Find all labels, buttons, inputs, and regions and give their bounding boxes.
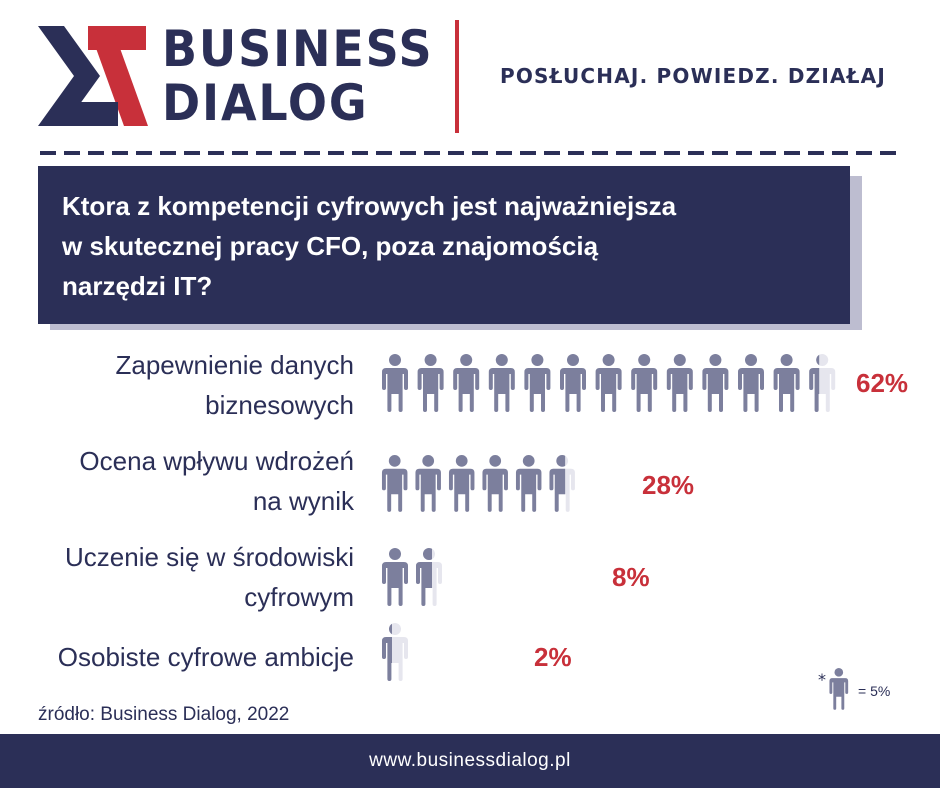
logo-mark	[38, 26, 148, 126]
person-icon	[595, 354, 622, 412]
person-icon	[448, 455, 475, 512]
chart-title-line: Ktora z kompetencji cyfrowych jest najwa…	[62, 191, 677, 221]
dashed-separator	[40, 151, 900, 155]
brand-name-line1: BUSINESS	[162, 20, 434, 78]
category-label-line: na wynik	[252, 486, 354, 516]
source-note: źródło: Business Dialog, 2022	[38, 704, 290, 725]
person-icon	[381, 455, 408, 512]
person-icon	[482, 455, 508, 512]
person-icon	[809, 354, 836, 412]
category-label: Zapewnienie danych biznesowych	[14, 345, 355, 425]
person-icon	[560, 354, 586, 412]
person-icon	[382, 623, 408, 681]
category-label-line: Uczenie się w środowiski	[65, 542, 354, 572]
person-icon	[666, 354, 693, 412]
legend-text: = 5%	[858, 683, 891, 699]
person-icon	[524, 354, 551, 412]
person-icon	[631, 354, 658, 412]
person-icon	[382, 548, 408, 606]
category-label-line: Zapewnienie danych	[115, 350, 355, 380]
value-label: 62%	[856, 368, 909, 398]
chart-title-line: narzędzi IT?	[62, 271, 213, 301]
person-icon	[415, 455, 441, 512]
category-label: Ocena wpływu wdrożeń na wynik	[14, 441, 354, 521]
person-icon	[417, 354, 444, 412]
person-icon	[515, 455, 542, 512]
person-icon	[773, 354, 800, 412]
tagline: POSŁUCHAJ. POWIEDZ. DZIAŁAJ	[500, 64, 887, 88]
person-icon	[488, 354, 515, 412]
legend-person-icon	[829, 668, 849, 710]
footer: www.businessdialog.pl	[0, 734, 940, 788]
person-icon	[738, 354, 764, 412]
category-label-line: cyfrowym	[244, 582, 354, 612]
value-label: 28%	[642, 470, 695, 500]
value-label: 2%	[534, 642, 572, 672]
website-link[interactable]: www.businessdialog.pl	[369, 750, 571, 771]
person-icon	[453, 354, 480, 412]
person-icon	[382, 354, 408, 412]
value-label: 8%	[612, 562, 650, 592]
title-box	[38, 166, 850, 324]
legend-star: *	[818, 670, 826, 689]
person-icon	[702, 354, 729, 412]
category-label-line: Ocena wpływu wdrożeń	[79, 446, 354, 476]
chart-title-line: w skutecznej pracy CFO, poza znajomością	[62, 231, 599, 261]
category-label: Osobiste cyfrowe ambicje	[14, 637, 354, 677]
category-label-line: biznesowych	[205, 390, 354, 420]
brand-name-line2: DIALOG	[162, 74, 369, 132]
chart-title: Ktora z kompetencji cyfrowych jest najwa…	[62, 186, 822, 306]
person-icon	[549, 455, 575, 512]
category-label: Uczenie się w środowiski cyfrowym	[14, 537, 354, 617]
header-divider	[455, 20, 459, 133]
category-label-line: Osobiste cyfrowe ambicje	[57, 642, 354, 672]
person-icon	[416, 548, 442, 606]
